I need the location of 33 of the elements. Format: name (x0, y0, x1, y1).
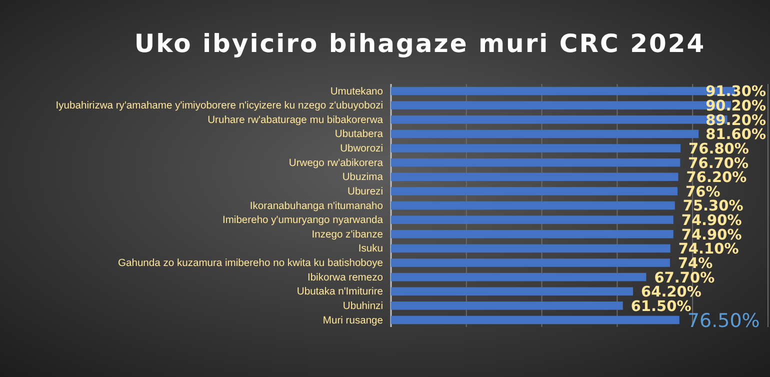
data-label: 74.90% (681, 227, 742, 244)
data-label: 89.20% (706, 112, 766, 129)
data-label: 67.70% (654, 270, 716, 286)
y-tick-label: Ibikorwa remezo (307, 272, 384, 284)
y-tick-label: Inzego z'ibanze (312, 229, 384, 240)
y-tick-label: Ubuhinzi (342, 300, 383, 312)
data-label: 74% (678, 256, 714, 272)
y-tick-label: Uruhare rw'abaturage mu bibakorerwa (208, 114, 384, 126)
data-label: 76% (686, 184, 721, 200)
y-tick-label: Ubworozi (340, 144, 383, 155)
y-tick-label: Ikoranabuhanga n'itumanaho (250, 200, 384, 212)
data-label: 90.20% (706, 98, 766, 115)
y-tick-label: Ubutaka n'Imiturire (296, 286, 384, 298)
data-label: 76.70% (688, 156, 750, 172)
data-label: 74.90% (681, 213, 742, 230)
data-label: 76.80% (688, 141, 750, 158)
data-label: 76.20% (686, 170, 748, 186)
y-tick-label: Ubuzima (342, 172, 384, 184)
y-tick-label: Muri rusange (322, 315, 384, 326)
y-tick-label: Umutekano (330, 86, 384, 98)
data-label: 75.30% (682, 198, 744, 215)
y-tick-label: Imibereho y'umuryango nyarwanda (222, 215, 384, 226)
y-tick-label: Iyubahirizwa ry'amahame y'imiyoborere n'icyizere ku nzego z'ubuyobozi (56, 100, 383, 112)
data-label: 74.10% (678, 242, 740, 258)
y-tick-label: Urwego rw'abikorera (288, 158, 384, 169)
y-tick-label: Ubutabera (334, 129, 384, 140)
data-label: 64.20% (641, 284, 702, 301)
data-label: 81.60% (706, 127, 766, 144)
data-label: 91.30% (706, 84, 766, 100)
y-tick-label: Isuku (358, 244, 384, 255)
chart-title: Uko ibyiciro bihagaze muri CRC 2024 (134, 29, 706, 58)
y-tick-label: Gahunda zo kuzamura imibereho no kwita ku batishoboye (118, 258, 384, 270)
y-tick-label: Uburezi (348, 186, 383, 198)
